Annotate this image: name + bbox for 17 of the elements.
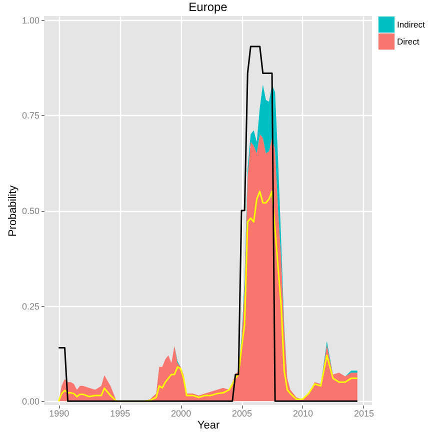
legend-label: Indirect: [397, 20, 426, 30]
y-tick-label: 0.50: [22, 206, 40, 216]
x-tick-label: 2010: [292, 408, 314, 418]
x-tick-label: 2015: [354, 408, 374, 418]
y-tick-label: 0.75: [22, 110, 40, 121]
x-axis-title: Year: [197, 420, 220, 432]
y-tick-label: 0.00: [22, 396, 40, 407]
y-tick-label: 0.25: [22, 301, 40, 312]
y-axis-title: Probability: [6, 184, 19, 237]
x-tick-label: 2005: [232, 408, 252, 418]
line-series: [58, 190, 358, 402]
x-tick-label: 1990: [49, 408, 70, 418]
y-tick-label: 1.00: [22, 15, 40, 26]
legend-label: Direct: [397, 36, 420, 46]
x-tick-label: 1995: [110, 408, 130, 418]
chart-title: Europe: [188, 0, 228, 14]
x-tick-label: 2000: [171, 408, 192, 418]
